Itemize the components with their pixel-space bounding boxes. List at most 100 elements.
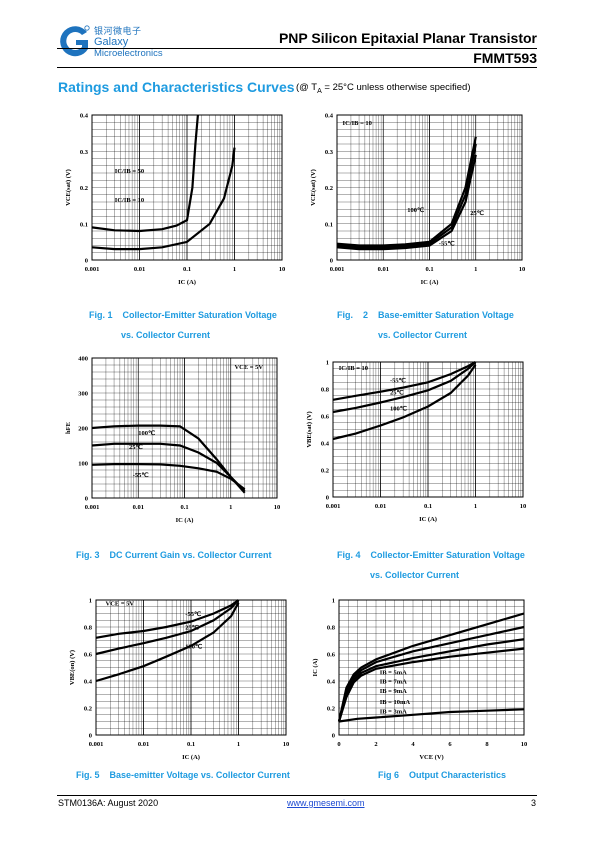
caption-fig4-line2: vs. Collector Current <box>370 570 460 580</box>
y-tick-label: 0 <box>85 496 88 503</box>
y-tick-label: 0.4 <box>325 113 334 120</box>
part-number: FMMT593 <box>473 50 537 66</box>
y-tick-label: 0.2 <box>80 185 88 192</box>
series-line-1 <box>337 612 525 722</box>
x-tick-label: 0.001 <box>85 504 100 511</box>
x-tick-label: 0.1 <box>183 266 191 273</box>
y-tick-label: 1 <box>89 598 92 605</box>
annotation-label: -55℃ <box>133 471 150 479</box>
annotation-label: IC/IB = 10 <box>115 197 144 204</box>
y-tick-label: 0.2 <box>325 185 333 192</box>
annotation-label: IB = 3mA <box>380 708 407 715</box>
chart-fig1: 0.001 0.01 0.1 1 10 0 0.1 0.2 0.3 0.4 IC (A) VCE(sa… <box>65 113 286 287</box>
annotation-label: 100℃ <box>138 429 156 437</box>
caption-fig5: Fig. 5 Base-emitter Voltage vs. Collecto… <box>76 770 290 780</box>
x-tick-label: 0.1 <box>425 266 433 273</box>
x-tick-label: 1 <box>474 503 477 510</box>
plot-frame <box>332 361 524 498</box>
annotation-label: 100℃ <box>407 206 425 214</box>
y-tick-label: 0.3 <box>80 149 89 156</box>
plot-frame <box>336 114 523 261</box>
annotation-label: -55℃ <box>390 376 407 384</box>
footer-divider <box>57 795 537 796</box>
y-tick-label: 0 <box>330 258 333 265</box>
x-tick-label: 0.01 <box>378 266 389 273</box>
y-tick-label: 0.6 <box>321 414 330 421</box>
y-axis-label: VCE(sat) (V) <box>310 169 317 206</box>
chart-fig6: 0 2 4 6 8 10 0 0.2 0.4 0.6 0.8 1 VCE (V) IC (A) IB = 5… <box>312 598 527 762</box>
y-tick-label: 1 <box>332 598 335 605</box>
y-tick-label: 0.4 <box>327 679 336 686</box>
y-tick-label: 0.2 <box>84 706 92 713</box>
series-line-1 <box>332 361 477 401</box>
y-tick-label: 1 <box>326 360 329 367</box>
x-tick-label: 0.01 <box>134 266 145 273</box>
y-tick-label: 0 <box>326 495 329 502</box>
series-line-2 <box>91 442 246 492</box>
x-tick-label: 10 <box>519 266 526 273</box>
annotation-label: IC/IB = 10 <box>343 120 372 127</box>
y-tick-label: 400 <box>78 356 88 363</box>
caption-fig1-line2: vs. Collector Current <box>121 330 211 340</box>
x-tick-label: 1 <box>233 266 236 273</box>
plot-frame <box>91 114 283 261</box>
chart-fig2: 0.001 0.01 0.1 1 10 0 0.1 0.2 0.3 0.4 IC (A) VCE(sa… <box>310 113 526 287</box>
x-tick-label: 1 <box>474 266 477 273</box>
document-title: PNP Silicon Epitaxial Planar Transistor <box>278 30 537 46</box>
x-axis-label: IC (A) <box>176 517 194 524</box>
y-tick-label: 0.8 <box>327 625 336 632</box>
series-line-1 <box>91 424 246 494</box>
footer-website-link[interactable]: www.gmesemi.com <box>287 798 365 808</box>
x-axis-label: IC (A) <box>178 279 196 286</box>
series-line-2 <box>332 361 477 414</box>
y-tick-label: 0 <box>85 258 88 265</box>
series-line-2 <box>336 143 477 249</box>
x-tick-label: 10 <box>283 741 290 748</box>
y-tick-label: 0.6 <box>84 652 93 659</box>
annotation-label: IC/IB = 50 <box>115 168 144 175</box>
y-tick-label: 0.3 <box>325 149 334 156</box>
series-line-3 <box>332 364 477 441</box>
y-axis-label: hFE <box>65 422 72 434</box>
gridlines <box>91 114 283 261</box>
series-line-2 <box>91 147 236 251</box>
x-axis-label: VCE (V) <box>419 754 443 761</box>
gridlines <box>332 361 524 498</box>
annotation-label: IC/IB = 10 <box>339 365 368 372</box>
section-title: Ratings and Characteristics Curves <box>58 79 295 95</box>
series-line-3 <box>95 602 240 683</box>
y-tick-label: 0.6 <box>327 652 336 659</box>
x-tick-label: 0.1 <box>424 503 432 510</box>
y-tick-label: 200 <box>78 426 88 433</box>
header-divider-bottom <box>57 67 537 68</box>
x-tick-label: 0.1 <box>180 504 188 511</box>
x-tick-label: 0.01 <box>375 503 386 510</box>
logo-chinese-name: 银河微电子 <box>94 27 142 37</box>
x-tick-label: 8 <box>485 741 489 748</box>
x-tick-label: 10 <box>279 266 286 273</box>
annotation-label: 25℃ <box>185 624 200 632</box>
y-tick-label: 0.4 <box>80 113 89 120</box>
caption-fig2-line2: vs. Collector Current <box>378 330 468 340</box>
annotation-label: VCE = 5V <box>106 600 135 607</box>
y-tick-label: 0.8 <box>84 625 93 632</box>
series-line-3 <box>337 638 525 722</box>
x-axis-label: IC (A) <box>421 279 439 286</box>
x-tick-label: 1 <box>229 504 232 511</box>
caption-fig3: Fig. 3 DC Current Gain vs. Collector Cur… <box>76 550 272 560</box>
y-axis-label: VCE(sat) (V) <box>65 169 72 206</box>
logo-name-line1: Galaxy <box>94 36 129 48</box>
x-tick-label: 0.001 <box>326 503 341 510</box>
y-axis-label: IC (A) <box>312 659 319 677</box>
x-tick-label: 10 <box>274 504 281 511</box>
y-tick-label: 0.2 <box>327 706 335 713</box>
annotation-label: IB = 9mA <box>380 688 407 695</box>
x-axis-label: IC (A) <box>419 516 437 523</box>
annotation-label: 25℃ <box>129 443 144 451</box>
series-line-2 <box>337 625 525 722</box>
y-tick-label: 0 <box>89 733 92 740</box>
annotation-label: 100℃ <box>185 643 203 651</box>
header-divider <box>57 48 537 49</box>
annotation-label: IB = 7mA <box>380 679 407 686</box>
